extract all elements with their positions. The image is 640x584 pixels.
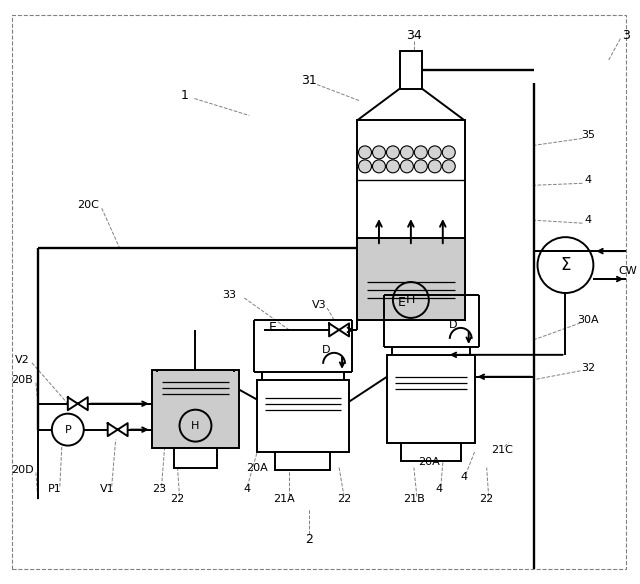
Text: 35: 35 — [581, 130, 595, 140]
Circle shape — [401, 160, 413, 173]
Text: 2: 2 — [305, 533, 313, 546]
Text: 4: 4 — [460, 472, 467, 482]
Circle shape — [372, 160, 385, 173]
Text: P1: P1 — [48, 485, 61, 495]
Bar — [257, 380, 349, 451]
Text: 4: 4 — [585, 175, 592, 185]
Circle shape — [372, 146, 385, 159]
Text: V2: V2 — [15, 355, 29, 365]
Text: 3: 3 — [622, 29, 630, 42]
Text: 4: 4 — [585, 215, 592, 225]
Text: 32: 32 — [581, 363, 595, 373]
Text: 21C: 21C — [491, 444, 513, 454]
Bar — [401, 443, 461, 461]
Text: 20C: 20C — [77, 200, 99, 210]
Circle shape — [401, 146, 413, 159]
Circle shape — [414, 146, 428, 159]
Text: 20D: 20D — [11, 464, 33, 475]
Text: 20B: 20B — [11, 375, 33, 385]
Bar — [357, 120, 465, 320]
Circle shape — [358, 160, 371, 173]
Text: 4: 4 — [244, 485, 251, 495]
Text: H: H — [406, 294, 415, 307]
Bar — [275, 451, 330, 470]
Circle shape — [428, 160, 442, 173]
Text: 21A: 21A — [273, 495, 295, 505]
Text: 20A: 20A — [246, 463, 268, 472]
Text: 23: 23 — [152, 485, 166, 495]
Bar — [152, 370, 239, 447]
Text: 22: 22 — [337, 495, 351, 505]
Text: 22: 22 — [170, 495, 184, 505]
Bar — [400, 51, 422, 89]
Text: 31: 31 — [301, 74, 317, 87]
Bar — [357, 238, 465, 320]
Text: $\Sigma$: $\Sigma$ — [560, 256, 571, 274]
Circle shape — [414, 160, 428, 173]
Text: 21B: 21B — [403, 495, 425, 505]
Circle shape — [358, 146, 371, 159]
Text: 1: 1 — [180, 89, 188, 102]
Circle shape — [428, 146, 442, 159]
Text: P: P — [65, 425, 71, 434]
Text: E: E — [398, 297, 406, 310]
Text: 20A: 20A — [418, 457, 440, 467]
Text: D: D — [449, 320, 457, 330]
Text: 34: 34 — [406, 29, 422, 42]
Text: D: D — [322, 345, 330, 355]
Circle shape — [387, 146, 399, 159]
Circle shape — [387, 160, 399, 173]
Bar — [357, 238, 465, 320]
Circle shape — [442, 160, 455, 173]
Text: 22: 22 — [479, 495, 494, 505]
Bar — [173, 447, 218, 468]
Text: H: H — [191, 420, 200, 430]
Text: CW: CW — [618, 266, 637, 276]
Circle shape — [442, 146, 455, 159]
Text: 4: 4 — [435, 485, 442, 495]
Text: E: E — [268, 321, 276, 335]
Text: 30A: 30A — [577, 315, 599, 325]
Text: V3: V3 — [312, 300, 326, 310]
Bar — [387, 355, 475, 443]
Text: 33: 33 — [222, 290, 236, 300]
Text: V1: V1 — [100, 485, 115, 495]
